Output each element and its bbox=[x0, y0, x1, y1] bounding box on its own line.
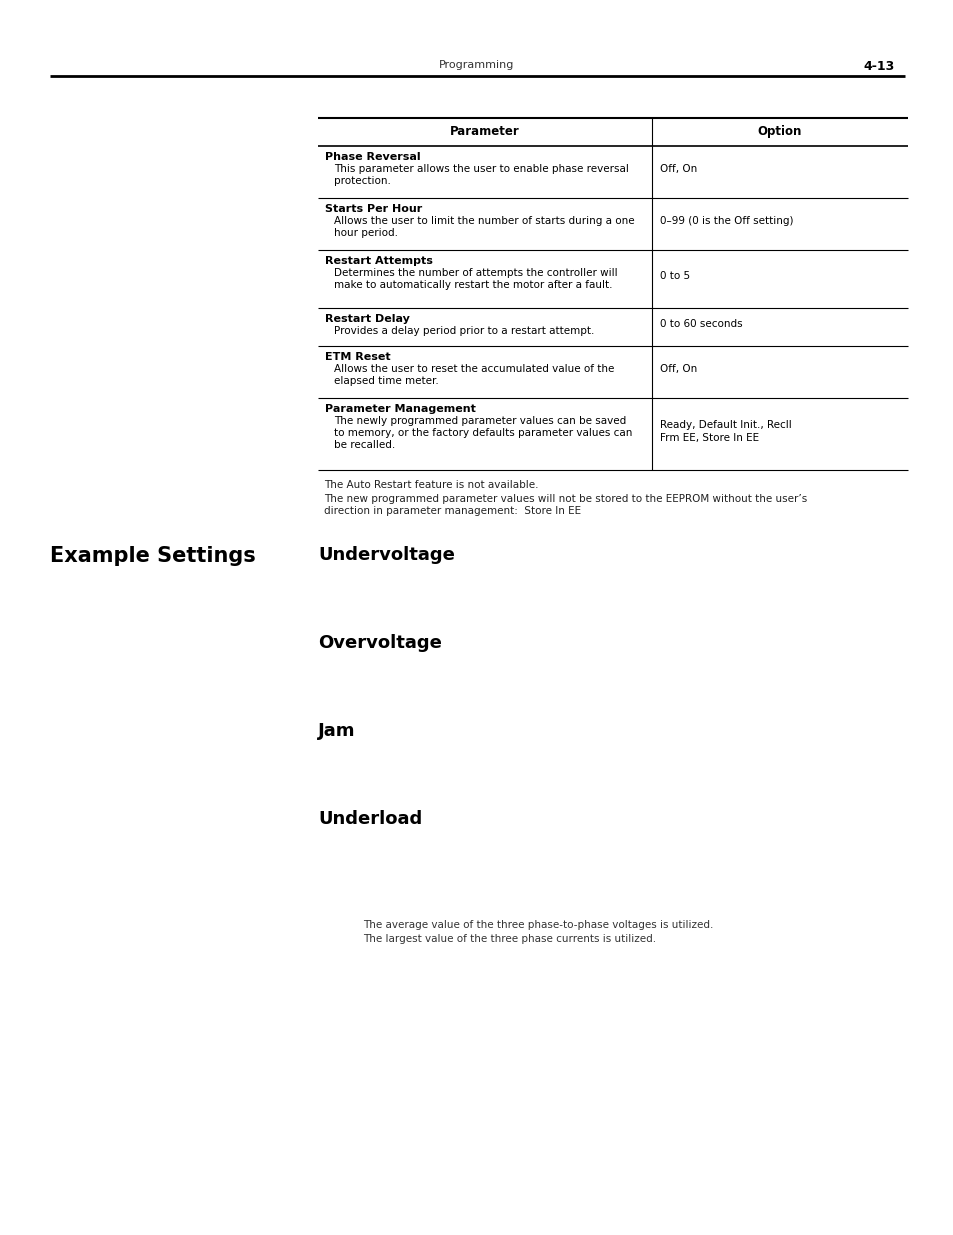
Text: Parameter: Parameter bbox=[450, 125, 519, 138]
Text: The newly programmed parameter values can be saved: The newly programmed parameter values ca… bbox=[334, 416, 625, 426]
Text: Restart Delay: Restart Delay bbox=[325, 314, 410, 324]
Text: ETM Reset: ETM Reset bbox=[325, 352, 390, 362]
Text: Parameter Management: Parameter Management bbox=[325, 404, 476, 414]
Text: Determines the number of attempts the controller will: Determines the number of attempts the co… bbox=[334, 268, 617, 278]
Text: Option: Option bbox=[757, 125, 801, 138]
Text: protection.: protection. bbox=[334, 177, 391, 186]
Text: The average value of the three phase-to-phase voltages is utilized.: The average value of the three phase-to-… bbox=[363, 920, 713, 930]
Text: Off, On: Off, On bbox=[659, 364, 697, 374]
Text: hour period.: hour period. bbox=[334, 228, 397, 238]
Text: Restart Attempts: Restart Attempts bbox=[325, 256, 433, 266]
Text: Allows the user to reset the accumulated value of the: Allows the user to reset the accumulated… bbox=[334, 364, 614, 374]
Text: Overvoltage: Overvoltage bbox=[317, 634, 441, 652]
Text: Jam: Jam bbox=[317, 722, 355, 740]
Text: to memory, or the factory defaults parameter values can: to memory, or the factory defaults param… bbox=[334, 429, 632, 438]
Text: The Auto Restart feature is not available.: The Auto Restart feature is not availabl… bbox=[324, 480, 537, 490]
Text: make to automatically restart the motor after a fault.: make to automatically restart the motor … bbox=[334, 280, 612, 290]
Text: Provides a delay period prior to a restart attempt.: Provides a delay period prior to a resta… bbox=[334, 326, 594, 336]
Text: The largest value of the three phase currents is utilized.: The largest value of the three phase cur… bbox=[363, 934, 656, 944]
Text: This parameter allows the user to enable phase reversal: This parameter allows the user to enable… bbox=[334, 164, 628, 174]
Text: Underload: Underload bbox=[317, 810, 422, 827]
Text: Ready, Default Init., Recll: Ready, Default Init., Recll bbox=[659, 420, 791, 430]
Text: be recalled.: be recalled. bbox=[334, 440, 395, 450]
Text: Example Settings: Example Settings bbox=[50, 546, 255, 566]
Text: Starts Per Hour: Starts Per Hour bbox=[325, 204, 422, 214]
Text: 0 to 5: 0 to 5 bbox=[659, 270, 689, 282]
Text: The new programmed parameter values will not be stored to the EEPROM without the: The new programmed parameter values will… bbox=[324, 494, 806, 504]
Text: elapsed time meter.: elapsed time meter. bbox=[334, 375, 438, 387]
Text: 0 to 60 seconds: 0 to 60 seconds bbox=[659, 319, 741, 329]
Text: Allows the user to limit the number of starts during a one: Allows the user to limit the number of s… bbox=[334, 216, 634, 226]
Text: Programming: Programming bbox=[438, 61, 515, 70]
Text: 4-13: 4-13 bbox=[862, 61, 894, 73]
Text: Undervoltage: Undervoltage bbox=[317, 546, 455, 564]
Text: Phase Reversal: Phase Reversal bbox=[325, 152, 420, 162]
Text: Frm EE, Store In EE: Frm EE, Store In EE bbox=[659, 433, 759, 443]
Text: 0–99 (0 is the Off setting): 0–99 (0 is the Off setting) bbox=[659, 216, 793, 226]
Text: Off, On: Off, On bbox=[659, 164, 697, 174]
Text: direction in parameter management:  Store In EE: direction in parameter management: Store… bbox=[324, 506, 580, 516]
